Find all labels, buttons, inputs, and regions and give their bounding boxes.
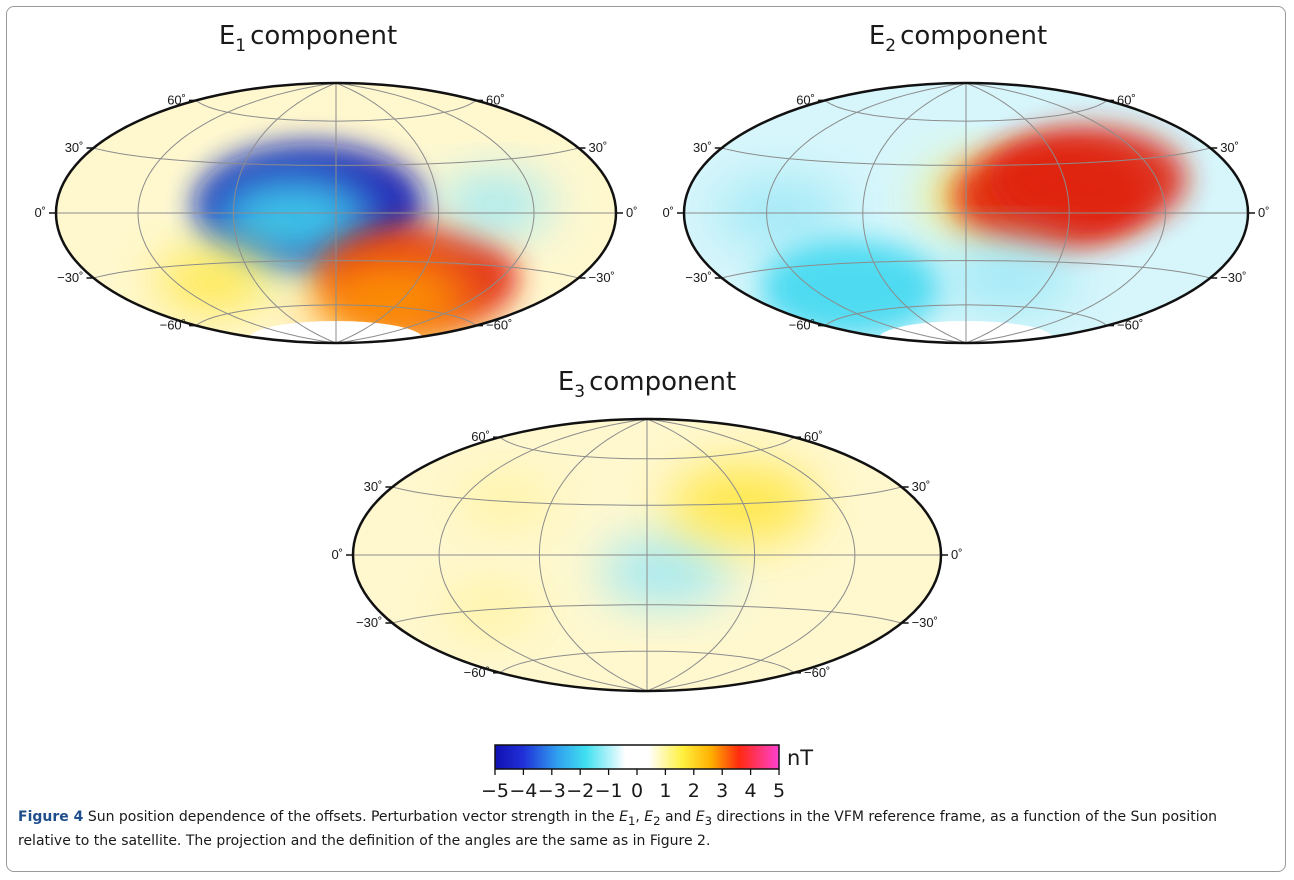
- lat-label: −60˚: [789, 318, 815, 333]
- colorbar: nT −5 −4 −3 −2 −1 0 1 2 3 4 5: [481, 744, 813, 800]
- colorbar-tick-label: −1: [595, 780, 623, 800]
- meridian-line: [335, 82, 535, 344]
- caption-dir2: E: [644, 809, 654, 825]
- map-panel-e3: E3 component 60˚ 60˚ 30˚ 30˚ 0˚ 0˚ −30˚ −30˚ −60˚…: [331, 367, 963, 693]
- colorbar-unit: nT: [787, 746, 813, 770]
- heatmap-feature: [942, 241, 1075, 312]
- lat-label: −60˚: [160, 318, 186, 333]
- meridian-line: [646, 418, 856, 692]
- graticule: [353, 418, 941, 692]
- lat-label: −30˚: [685, 270, 711, 285]
- lat-label: 0˚: [34, 205, 46, 220]
- figure-canvas: E1 component 60˚ 60˚30˚ 30˚0˚ 0˚−30˚ −30˚−60˚…: [34, 21, 1270, 800]
- lat-label: 30˚: [912, 479, 931, 494]
- colorbar-tick-label: 2: [688, 780, 700, 800]
- heatmap-feature: [598, 536, 731, 607]
- lat-label: −30˚: [589, 270, 615, 285]
- heatmap-feature: [210, 173, 376, 262]
- graticule: [56, 82, 616, 344]
- colorbar-tick-label: −4: [509, 780, 537, 800]
- figure-label: Figure 4: [18, 809, 84, 825]
- graticule: [684, 82, 1248, 344]
- lat-label: 30˚: [65, 140, 84, 155]
- lat-label: 0˚: [1258, 205, 1270, 220]
- panel-title: E1 component: [219, 21, 397, 56]
- colorbar-tick-label: 1: [659, 780, 671, 800]
- caption-sep2: and: [665, 809, 692, 825]
- meridian-line: [965, 82, 1166, 344]
- lat-label: 0˚: [951, 547, 963, 562]
- meridian-line: [646, 418, 756, 692]
- meridian-line: [766, 82, 967, 344]
- lat-label: −30˚: [57, 270, 83, 285]
- meridian-line: [137, 82, 337, 344]
- lat-label: 60˚: [486, 92, 505, 107]
- caption-sub2: 2: [653, 813, 661, 828]
- caption-dir1: E: [619, 809, 628, 825]
- lat-label: 60˚: [804, 429, 823, 444]
- panel-title: E2 component: [869, 21, 1047, 56]
- colorbar-ramp: [494, 744, 780, 770]
- lat-label: 30˚: [589, 140, 608, 155]
- caption-sep1: ,: [635, 809, 640, 825]
- lat-label: 60˚: [167, 92, 186, 107]
- heatmap-feature: [760, 239, 942, 337]
- lat-label: 0˚: [662, 205, 674, 220]
- map-panel-e2: E2 component 60˚ 60˚ 30˚ 30˚ 0˚ 0˚ −30˚ −30˚ −60˚…: [662, 21, 1270, 345]
- lat-label: −60˚: [1117, 318, 1143, 333]
- map-panel-e1: E1 component 60˚ 60˚ 30˚ 30˚ 0˚ 0˚ −30˚ −30˚ −60˚…: [34, 21, 638, 345]
- caption-dir3: E: [695, 809, 705, 825]
- lat-label: −60˚: [464, 665, 490, 680]
- lat-label: 30˚: [693, 140, 712, 155]
- caption-sub1: 1: [627, 813, 636, 828]
- colorbar-tick-label: −3: [538, 780, 566, 800]
- meridian-line: [335, 82, 440, 344]
- figure-caption: Figure 4 Sun position dependence of the …: [18, 807, 1268, 851]
- colorbar-tick-label: 5: [773, 780, 785, 800]
- heatmap-feature: [437, 173, 553, 235]
- meridian-line: [232, 82, 337, 344]
- lat-label: −60˚: [486, 318, 512, 333]
- lat-label: 0˚: [626, 205, 638, 220]
- panel-title: E3 component: [558, 367, 736, 402]
- lat-label: 60˚: [1117, 92, 1136, 107]
- caption-lead: Sun position dependence of the offsets. …: [87, 809, 615, 825]
- colorbar-tick-label: −5: [481, 780, 509, 800]
- lat-label: −30˚: [1220, 270, 1246, 285]
- colorbar-tick-label: 3: [716, 780, 728, 800]
- meridian-line: [538, 418, 648, 692]
- lat-label: 60˚: [796, 92, 815, 107]
- colorbar-tick-label: 4: [745, 780, 757, 800]
- caption-tail: directions in the VFM reference frame, a…: [18, 809, 1218, 849]
- meridian-line: [965, 82, 1070, 344]
- meridian-line: [862, 82, 967, 344]
- lat-label: 30˚: [364, 479, 383, 494]
- lat-label: 30˚: [1220, 140, 1239, 155]
- lat-label: −60˚: [804, 665, 830, 680]
- lat-label: 0˚: [331, 547, 343, 562]
- colorbar-tick-label: −2: [566, 780, 594, 800]
- lat-label: 60˚: [471, 429, 490, 444]
- lat-label: −30˚: [912, 615, 938, 630]
- colorbar-tick-label: 0: [631, 780, 643, 800]
- lat-label: −30˚: [356, 615, 382, 630]
- caption-sub3: 3: [704, 813, 713, 828]
- meridian-line: [438, 418, 648, 692]
